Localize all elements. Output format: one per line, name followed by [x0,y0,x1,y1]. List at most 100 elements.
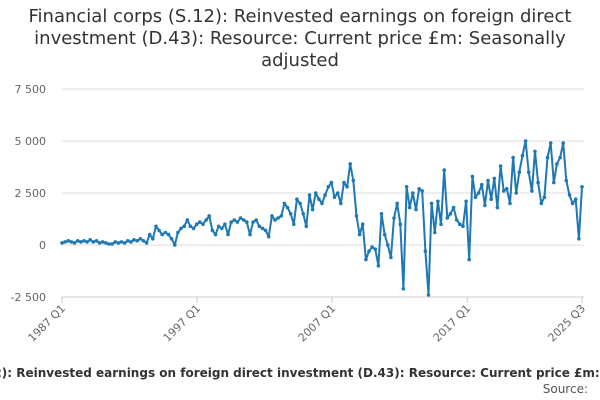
data-point[interactable] [480,182,484,187]
data-point[interactable] [232,218,237,222]
data-point[interactable] [304,224,309,229]
data-point[interactable] [536,180,540,185]
data-point[interactable] [154,224,158,229]
data-point[interactable] [533,149,537,154]
data-point[interactable] [492,176,497,181]
data-point[interactable] [520,153,525,158]
data-point[interactable] [245,220,249,224]
data-point[interactable] [185,218,190,222]
data-point[interactable] [370,245,374,249]
data-point[interactable] [182,224,186,229]
data-point[interactable] [295,197,299,201]
data-point[interactable] [433,230,437,235]
data-point[interactable] [376,264,381,268]
data-point[interactable] [307,193,312,197]
data-point[interactable] [401,286,406,291]
data-point[interactable] [198,220,202,224]
data-point[interactable] [72,241,77,245]
data-point[interactable] [382,232,387,237]
data-point[interactable] [461,224,465,229]
data-point[interactable] [351,178,356,183]
data-point[interactable] [241,218,246,222]
data-point[interactable] [107,242,111,246]
data-point[interactable] [577,237,581,241]
data-point[interactable] [276,216,280,220]
data-point[interactable] [545,155,550,160]
data-point[interactable] [404,185,409,189]
data-point[interactable] [517,170,522,174]
data-point[interactable] [94,239,99,243]
data-point[interactable] [226,232,230,237]
data-point[interactable] [188,224,193,229]
data-point[interactable] [210,228,215,233]
data-point[interactable] [548,141,553,145]
data-point[interactable] [539,201,544,206]
data-point[interactable] [542,195,547,199]
data-point[interactable] [260,226,265,231]
data-point[interactable] [223,222,227,226]
data-point[interactable] [426,293,431,297]
data-point[interactable] [270,214,274,218]
data-point[interactable] [436,199,440,204]
data-point[interactable] [486,178,490,183]
data-point[interactable] [342,180,346,185]
data-point[interactable] [97,241,102,245]
data-point[interactable] [229,220,233,224]
data-point[interactable] [248,232,252,237]
data-point[interactable] [63,240,67,244]
data-point[interactable] [100,240,105,244]
data-point[interactable] [561,141,565,145]
data-point[interactable] [163,230,168,235]
data-point[interactable] [257,224,262,229]
data-point[interactable] [423,249,428,253]
data-point[interactable] [339,201,343,206]
data-point[interactable] [357,232,362,237]
data-point[interactable] [389,255,393,260]
data-point[interactable] [464,199,468,204]
data-point[interactable] [439,222,443,226]
data-point[interactable] [489,197,494,201]
data-point[interactable] [364,257,368,262]
data-point[interactable] [129,240,133,244]
data-point[interactable] [310,207,315,212]
data-point[interactable] [317,197,321,201]
data-point[interactable] [398,222,403,226]
data-point[interactable] [458,222,462,226]
data-point[interactable] [91,240,96,244]
data-point[interactable] [501,189,506,193]
data-point[interactable] [329,180,334,185]
data-point[interactable] [151,237,155,241]
data-point[interactable] [451,205,456,210]
data-point[interactable] [204,218,208,222]
data-point[interactable] [235,220,240,224]
data-point[interactable] [282,201,287,206]
data-point[interactable] [414,207,418,212]
data-point[interactable] [417,187,421,191]
data-point[interactable] [508,201,512,206]
data-point[interactable] [379,212,384,216]
data-point[interactable] [567,193,572,197]
data-point[interactable] [448,212,453,216]
data-point[interactable] [220,226,224,231]
data-point[interactable] [201,222,205,226]
data-point[interactable] [552,180,556,185]
data-point[interactable] [386,243,390,247]
data-point[interactable] [564,178,569,183]
data-point[interactable] [69,240,74,244]
data-point[interactable] [216,224,221,229]
data-point[interactable] [207,214,211,218]
data-point[interactable] [313,191,318,195]
data-point[interactable] [570,201,575,206]
data-point[interactable] [191,226,196,231]
data-point[interactable] [266,234,271,239]
data-point[interactable] [348,162,353,166]
data-point[interactable] [138,237,143,241]
data-point[interactable] [254,218,258,222]
data-point[interactable] [141,239,146,243]
data-point[interactable] [320,201,324,206]
data-point[interactable] [345,185,349,189]
data-point[interactable] [238,216,243,220]
data-point[interactable] [483,203,487,208]
data-point[interactable] [514,191,518,195]
data-point[interactable] [122,241,127,245]
